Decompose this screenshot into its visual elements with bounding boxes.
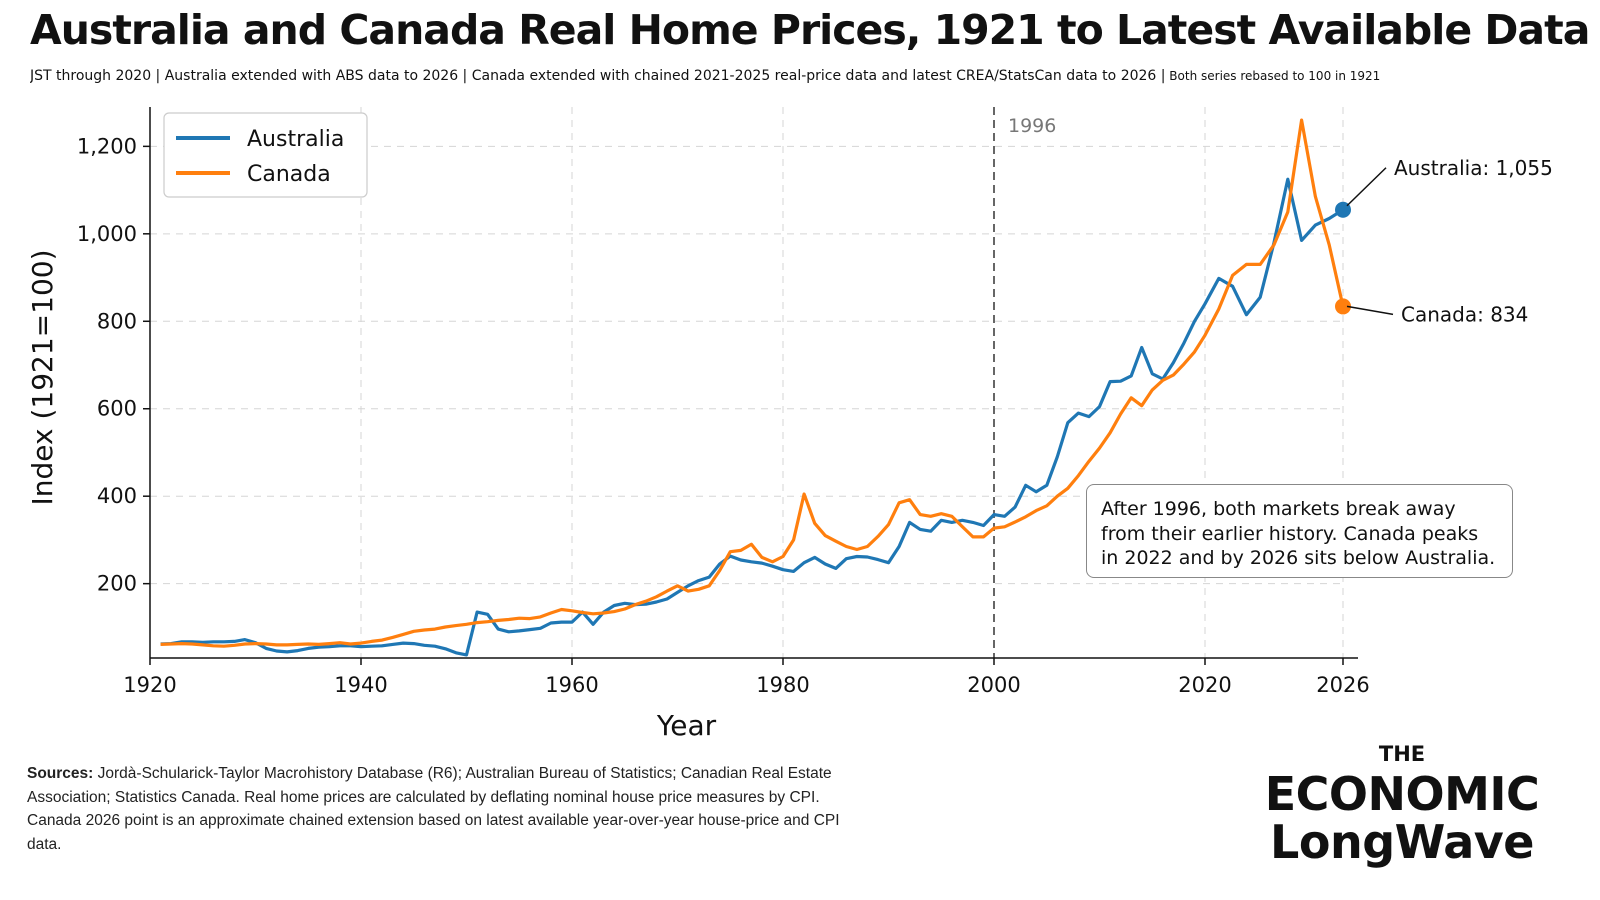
end-point-canada [1335, 298, 1351, 315]
series-line-australia [160, 177, 1344, 657]
x-tick-label: 2000 [967, 673, 1020, 697]
brand-logo: THE ECONOMIC LongWave [1252, 742, 1552, 869]
chart-title: Australia and Canada Real Home Prices, 1… [30, 6, 1590, 54]
callout-line-canada [1346, 305, 1394, 316]
marker-vline-label: 1996 [1008, 115, 1056, 137]
x-tick-label: 2026 [1316, 673, 1369, 697]
subtitle-small: Both series rebased to 100 in 1921 [1165, 69, 1381, 83]
brand-line-1: THE [1378, 742, 1426, 766]
x-tick-label: 1920 [123, 673, 176, 697]
x-tick-label: 2020 [1178, 673, 1231, 697]
y-tick-label: 800 [97, 309, 137, 333]
y-tick-label: 200 [97, 572, 137, 596]
y-tick-label: 1,200 [77, 134, 137, 158]
sources-text: Jordà-Schularick-Taylor Macrohistory Dat… [27, 765, 840, 853]
x-tick-label: 1940 [334, 673, 387, 697]
brand-line-3: LongWave [1270, 815, 1534, 869]
y-tick-label: 400 [97, 484, 137, 508]
end-label-australia: Australia: 1,055 [1394, 156, 1553, 180]
series-line-canada [160, 118, 1345, 648]
line-chart: 1996 200 400 600 800 1,000 1,200 1920 1940 1960 19… [26, 107, 1553, 740]
legend-box [163, 112, 368, 198]
legend-label-canada: Canada [247, 162, 331, 187]
y-axis-label: Index (1921=100) [26, 250, 59, 506]
y-tick-label: 600 [97, 397, 137, 421]
callout-line-australia [1346, 167, 1387, 207]
chart-subtitle: JST through 2020 | Australia extended wi… [30, 68, 1590, 84]
x-axis-label: Year [656, 709, 717, 740]
sources-note: Sources: Jordà-Schularick-Taylor Macrohi… [27, 762, 867, 856]
legend-label-australia: Australia [247, 127, 344, 152]
y-tick-label: 1,000 [77, 222, 137, 246]
subtitle-main: JST through 2020 | Australia extended wi… [30, 68, 1166, 84]
sources-label: Sources: [27, 765, 94, 782]
x-tick-label: 1980 [756, 673, 809, 697]
brand-line-2: ECONOMIC [1264, 767, 1540, 821]
annotation-box: After 1996, both markets break away from… [1086, 484, 1513, 578]
x-tick-label: 1960 [545, 673, 598, 697]
end-label-canada: Canada: 834 [1401, 302, 1528, 326]
